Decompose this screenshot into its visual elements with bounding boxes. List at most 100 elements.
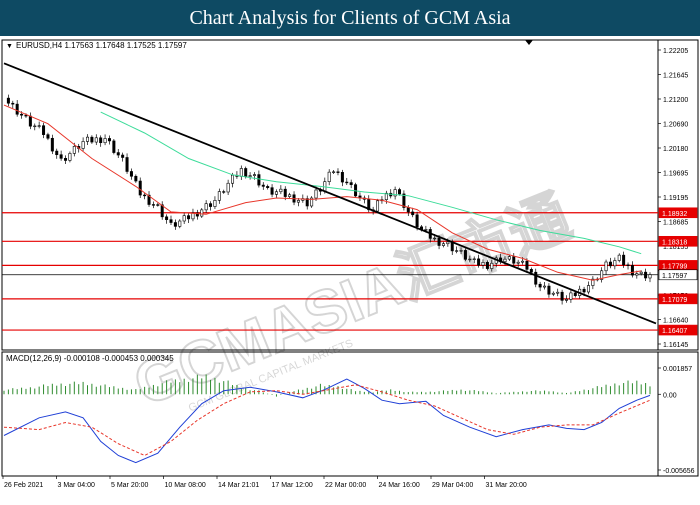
candle-body (630, 265, 634, 276)
candle-body (437, 237, 441, 246)
candle-body (534, 271, 538, 285)
candle-body (195, 212, 199, 217)
level-label: 1.17079 (662, 297, 687, 304)
candle-body (455, 250, 459, 252)
candle-body (222, 191, 226, 193)
price-tick-label: 1.16145 (663, 342, 688, 349)
candle-body (551, 292, 555, 295)
macd-series (3, 374, 651, 464)
time-tick-label: 26 Feb 2021 (4, 482, 43, 489)
candle-body (209, 203, 213, 207)
time-tick-label: 5 Mar 20:00 (111, 482, 148, 489)
candle-body (94, 137, 98, 143)
candle-body (151, 204, 155, 206)
candle-body (398, 189, 402, 195)
candle-body (314, 189, 318, 199)
candle-body (481, 261, 485, 266)
chart-shift-marker[interactable] (525, 40, 533, 45)
candle-body (217, 191, 221, 201)
candle-body (85, 136, 89, 142)
candle-body (345, 181, 349, 184)
candle-body (169, 219, 173, 223)
candle-body (244, 168, 248, 177)
time-tick-label: 22 Mar 00:00 (325, 482, 366, 489)
candle-body (305, 198, 309, 207)
level-label: 1.18932 (662, 211, 687, 218)
time-tick-label: 17 Mar 12:00 (272, 482, 313, 489)
macd-tick-label: 0.00 (663, 392, 677, 399)
time-tick-label: 24 Mar 16:00 (379, 482, 420, 489)
candle-body (90, 136, 94, 143)
candle-body (252, 174, 256, 176)
candle-body (99, 137, 103, 144)
candle-body (463, 250, 467, 260)
candle-body (261, 184, 265, 187)
candle-body (512, 256, 516, 264)
candle-body (46, 134, 50, 139)
candle-body (547, 285, 551, 295)
horizontal-levels (2, 212, 658, 331)
candle-body (248, 175, 252, 177)
candle-body (226, 182, 230, 193)
candle-body (415, 214, 419, 228)
candle-body (15, 103, 19, 115)
candle-body (121, 154, 125, 158)
candle-body (507, 256, 511, 260)
candle-body (200, 209, 204, 217)
chart-svg: GCMASIA汇市通 GCM GLOBAL CAPITAL MARKETS ▼ … (1, 39, 699, 489)
candle-body (468, 258, 472, 261)
candle-body (565, 299, 569, 301)
candle-body (72, 146, 76, 154)
candle-body (617, 254, 621, 261)
candle-body (28, 115, 32, 127)
candle-body (591, 278, 595, 286)
candle-body (433, 237, 437, 240)
ma-slow-line (100, 111, 642, 255)
time-tick-label: 14 Mar 21:01 (218, 482, 259, 489)
candle-body (138, 180, 142, 196)
candle-body (173, 222, 177, 227)
candle-body (490, 262, 494, 269)
trendline (3, 62, 657, 325)
candle-body (42, 125, 46, 135)
level-label-box (658, 207, 698, 219)
candle-body (213, 200, 217, 207)
candle-body (503, 258, 507, 263)
candle-body (257, 174, 261, 186)
candle-body (59, 154, 63, 159)
candle-body (288, 194, 292, 197)
ma-fast-line (3, 104, 642, 281)
candle-body (582, 288, 586, 293)
candle-body (406, 207, 410, 213)
candle-body (178, 220, 182, 227)
candle-body (402, 193, 406, 208)
candle-body (336, 171, 340, 173)
price-header: EURUSD,H4 1.17563 1.17648 1.17525 1.1759… (16, 41, 187, 50)
macd-axis-ticks: 0.001857 0.00 -0.005656 (658, 366, 695, 475)
macd-line (3, 378, 651, 464)
candle-body (521, 260, 525, 263)
candle-body (384, 192, 388, 200)
candle-body (472, 258, 476, 260)
price-tick-label: 1.19195 (663, 195, 688, 202)
symbol-dropdown-icon[interactable]: ▼ (6, 43, 13, 50)
moving-averages (3, 104, 642, 281)
candle-body (279, 188, 283, 193)
candle-body (231, 174, 235, 184)
candle-body (327, 171, 331, 182)
macd-header: MACD(12,26,9) -0.000108 -0.000453 0.0003… (6, 354, 174, 363)
candle-body (411, 211, 415, 216)
trendline-line (3, 62, 657, 325)
candle-body (626, 264, 630, 266)
candle-body (573, 292, 577, 296)
candle-body (147, 194, 151, 205)
level-label-box (658, 324, 698, 336)
candle-body (424, 229, 428, 231)
candle-body (600, 270, 604, 280)
candle-body (129, 171, 133, 177)
candle-body (107, 138, 111, 142)
level-label: 1.17597 (662, 273, 687, 280)
candle-body (608, 261, 612, 267)
candle-body (187, 215, 191, 220)
candle-body (613, 260, 617, 267)
